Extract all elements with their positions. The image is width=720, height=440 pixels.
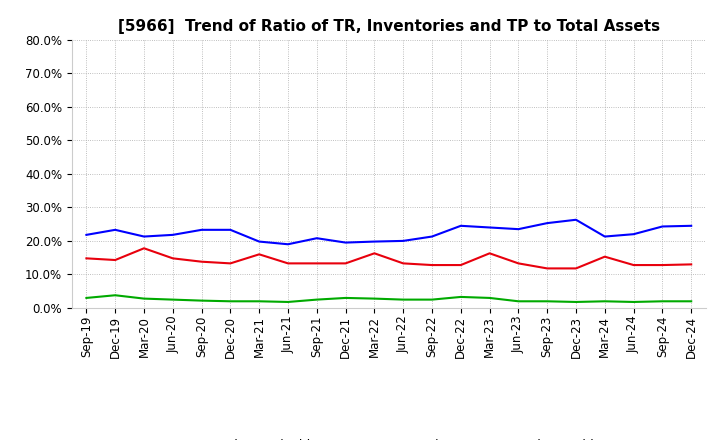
Inventories [341, 240, 350, 245]
Trade Payables [514, 299, 523, 304]
Trade Receivables [428, 262, 436, 268]
Trade Payables [370, 296, 379, 301]
Trade Payables [197, 298, 206, 303]
Trade Receivables [485, 251, 494, 256]
Inventories [82, 232, 91, 238]
Trade Receivables [226, 261, 235, 266]
Trade Payables [485, 295, 494, 301]
Trade Receivables [572, 266, 580, 271]
Trade Payables [111, 293, 120, 298]
Trade Payables [341, 295, 350, 301]
Trade Receivables [514, 261, 523, 266]
Inventories [428, 234, 436, 239]
Trade Receivables [284, 261, 292, 266]
Trade Payables [629, 299, 638, 304]
Trade Payables [687, 299, 696, 304]
Inventories [370, 239, 379, 244]
Inventories [255, 239, 264, 244]
Trade Receivables [399, 261, 408, 266]
Legend: Trade Receivables, Inventories, Trade Payables: Trade Receivables, Inventories, Trade Pa… [164, 434, 613, 440]
Trade Receivables [687, 262, 696, 267]
Line: Trade Receivables: Trade Receivables [86, 248, 691, 268]
Trade Payables [572, 299, 580, 304]
Inventories [312, 235, 321, 241]
Inventories [197, 227, 206, 232]
Inventories [572, 217, 580, 222]
Inventories [629, 231, 638, 237]
Trade Receivables [543, 266, 552, 271]
Trade Payables [658, 299, 667, 304]
Trade Payables [140, 296, 148, 301]
Trade Receivables [370, 251, 379, 256]
Inventories [399, 238, 408, 244]
Trade Receivables [312, 261, 321, 266]
Trade Payables [82, 295, 91, 301]
Trade Receivables [629, 262, 638, 268]
Trade Payables [255, 299, 264, 304]
Trade Payables [284, 299, 292, 304]
Trade Payables [543, 299, 552, 304]
Inventories [687, 223, 696, 228]
Inventories [485, 225, 494, 230]
Inventories [456, 223, 465, 228]
Trade Receivables [658, 262, 667, 268]
Trade Receivables [255, 252, 264, 257]
Inventories [543, 220, 552, 226]
Trade Receivables [140, 246, 148, 251]
Trade Payables [312, 297, 321, 302]
Trade Receivables [456, 262, 465, 268]
Title: [5966]  Trend of Ratio of TR, Inventories and TP to Total Assets: [5966] Trend of Ratio of TR, Inventories… [118, 19, 660, 34]
Inventories [284, 242, 292, 247]
Inventories [514, 227, 523, 232]
Trade Payables [399, 297, 408, 302]
Trade Payables [428, 297, 436, 302]
Trade Payables [600, 299, 609, 304]
Trade Payables [456, 294, 465, 300]
Inventories [140, 234, 148, 239]
Line: Trade Payables: Trade Payables [86, 295, 691, 302]
Trade Receivables [82, 256, 91, 261]
Trade Receivables [341, 261, 350, 266]
Trade Receivables [111, 257, 120, 263]
Line: Inventories: Inventories [86, 220, 691, 244]
Inventories [600, 234, 609, 239]
Trade Payables [168, 297, 177, 302]
Inventories [168, 232, 177, 238]
Inventories [226, 227, 235, 232]
Inventories [658, 224, 667, 229]
Inventories [111, 227, 120, 232]
Trade Receivables [600, 254, 609, 259]
Trade Receivables [168, 256, 177, 261]
Trade Payables [226, 299, 235, 304]
Trade Receivables [197, 259, 206, 264]
